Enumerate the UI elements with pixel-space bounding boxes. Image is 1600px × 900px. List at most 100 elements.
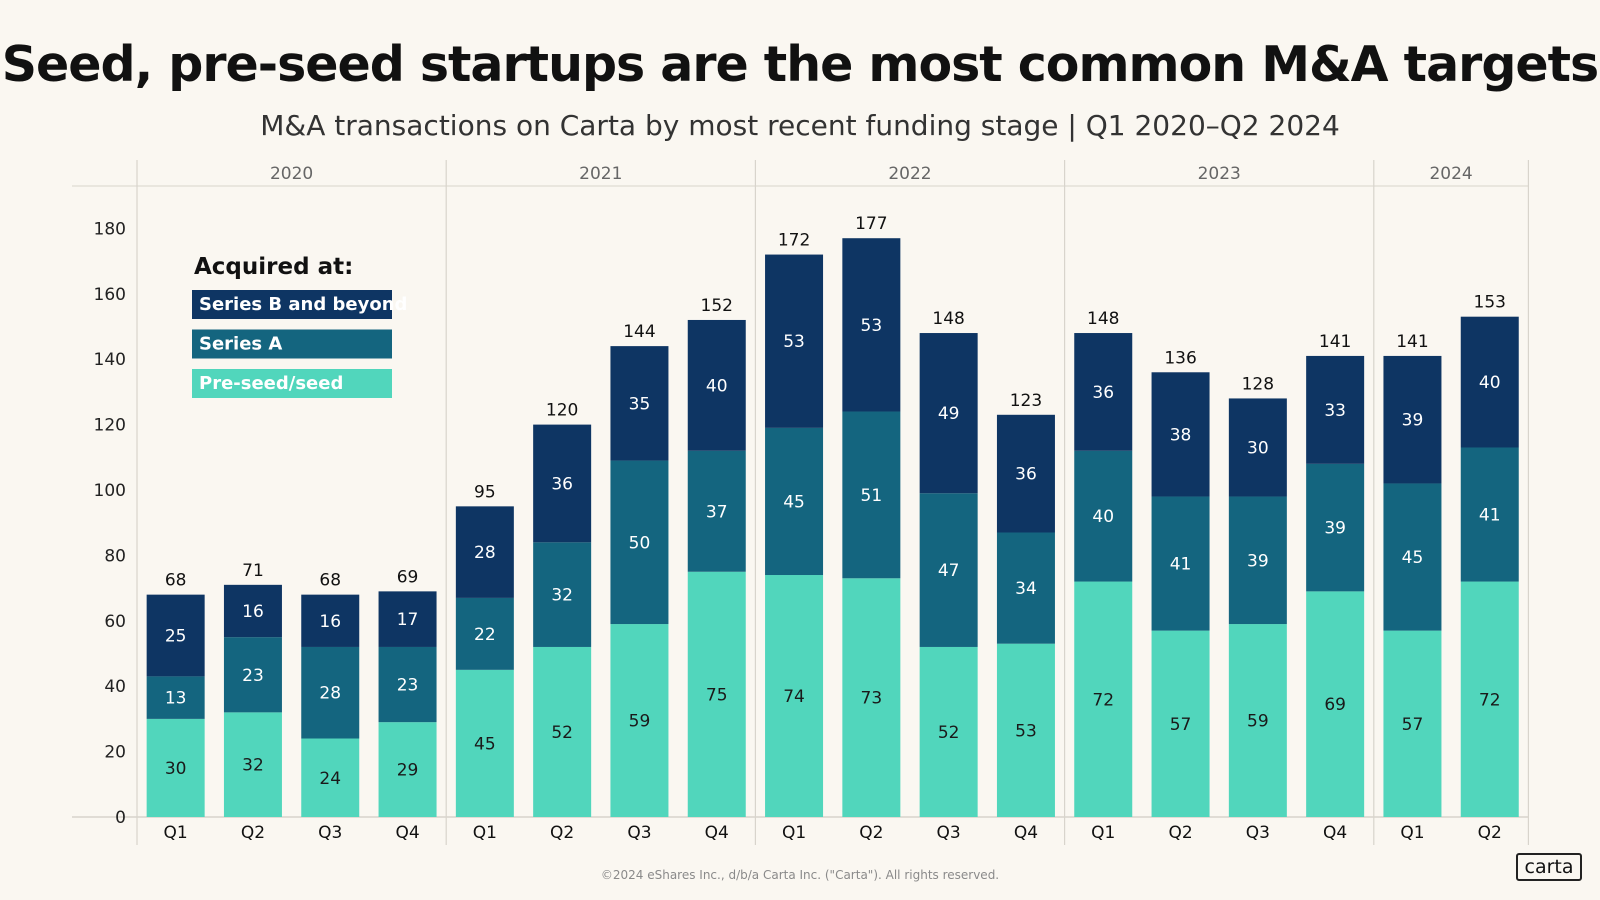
bar-total-label: 144 [623,322,655,342]
bar-segment-series-a [842,411,901,579]
bar-segment-pre-seed-seed [455,669,514,817]
segment-value-label: 30 [1247,438,1269,458]
bar-segment-series-a [533,542,592,647]
segment-value-label: 29 [397,761,419,781]
quarter-label: Q4 [705,823,729,843]
segment-value-label: 25 [165,627,187,647]
quarter-label: Q3 [627,823,651,843]
bar-total-label: 95 [474,482,496,502]
bar-segment-series-b-and-beyond [378,591,437,647]
quarter-label: Q4 [1014,823,1038,843]
y-tick-label: 100 [94,481,126,501]
bar-segment-pre-seed-seed [996,643,1055,817]
bar-segment-series-a [1383,483,1442,631]
quarter-label: Q1 [1091,823,1115,843]
bar-total-label: 128 [1242,374,1274,394]
quarter-label: Q4 [1323,823,1347,843]
bar-segment-series-b-and-beyond [1151,372,1210,497]
y-tick-label: 140 [94,350,126,370]
bar-total-label: 136 [1164,348,1196,368]
bar-segment-pre-seed-seed [919,646,978,817]
bar-total-label: 177 [855,214,887,234]
segment-value-label: 38 [1170,425,1192,445]
bar-segment-series-a [765,427,824,576]
bar-segment-pre-seed-seed [1228,624,1287,817]
bar-total-label: 172 [778,231,810,251]
legend-title: Acquired at: [194,254,353,280]
segment-value-label: 52 [938,723,960,743]
bar-segment-series-b-and-beyond [455,506,514,598]
segment-value-label: 16 [242,602,264,622]
bar-segment-series-b-and-beyond [1460,316,1519,448]
segment-value-label: 40 [706,376,728,396]
year-label: 2024 [1429,164,1472,184]
segment-value-label: 51 [861,486,883,506]
bar-segment-series-a [301,646,360,739]
segment-value-label: 36 [1015,465,1037,485]
bar-segment-series-b-and-beyond [533,424,592,543]
bar-total-label: 141 [1319,332,1351,352]
bar-segment-series-b-and-beyond [610,346,669,461]
bar-segment-series-b-and-beyond [146,594,205,677]
bar-total-label: 141 [1396,332,1428,352]
bar-segment-series-a [146,676,205,719]
bar-total-label: 148 [1087,309,1119,329]
segment-value-label: 59 [629,712,651,732]
bar-total-label: 71 [242,561,264,581]
bar-segment-pre-seed-seed [610,624,669,817]
bar-segment-series-a [1228,496,1287,625]
quarter-label: Q1 [473,823,497,843]
chart-subtitle: M&A transactions on Carta by most recent… [260,109,1340,142]
bar-total-label: 69 [397,567,419,587]
bar-segment-series-a [223,637,282,713]
segment-value-label: 75 [706,685,728,705]
bar-segment-pre-seed-seed [1383,630,1442,817]
year-label: 2021 [579,164,622,184]
bar-segment-series-a [1074,450,1133,582]
segment-value-label: 40 [1479,373,1501,393]
y-tick-label: 60 [104,612,126,632]
quarter-label: Q2 [859,823,883,843]
y-tick-label: 80 [104,546,126,566]
bar-total-label: 153 [1474,293,1506,313]
quarter-label: Q4 [395,823,419,843]
segment-value-label: 30 [165,759,187,779]
bar-segment-series-a [919,493,978,647]
bar-total-label: 68 [165,571,187,591]
segment-value-label: 57 [1402,715,1424,735]
bar-segment-series-b-and-beyond [1228,398,1287,497]
segment-value-label: 41 [1479,506,1501,526]
segment-value-label: 74 [783,687,805,707]
y-tick-label: 0 [115,808,126,828]
segment-value-label: 50 [629,533,651,553]
y-tick-label: 40 [104,677,126,697]
segment-value-label: 22 [474,625,496,645]
bar-segment-series-a [378,646,437,723]
segment-value-label: 40 [1092,507,1114,527]
segment-value-label: 69 [1324,695,1346,715]
segment-value-label: 23 [397,676,419,696]
segment-value-label: 57 [1170,715,1192,735]
bar-segment-pre-seed-seed [146,718,205,817]
segment-value-label: 28 [319,684,341,704]
segment-value-label: 45 [783,492,805,512]
segment-value-label: 72 [1479,690,1501,710]
segment-value-label: 32 [242,756,264,776]
quarter-label: Q3 [1246,823,1270,843]
segment-value-label: 53 [861,316,883,336]
y-tick-label: 160 [94,285,126,305]
segment-value-label: 24 [319,769,341,789]
bar-segment-series-a [455,597,514,670]
carta-logo: carta [1516,853,1582,881]
bar-segment-pre-seed-seed [765,575,824,817]
segment-value-label: 53 [783,332,805,352]
bar-segment-series-a [687,450,746,572]
bar-total-label: 148 [932,309,964,329]
bar-segment-pre-seed-seed [378,722,437,817]
bar-segment-pre-seed-seed [533,646,592,817]
bar-segment-series-b-and-beyond [1306,355,1365,464]
bar-segment-pre-seed-seed [1074,581,1133,817]
bar-segment-series-b-and-beyond [1074,333,1133,451]
segment-value-label: 13 [165,689,187,709]
